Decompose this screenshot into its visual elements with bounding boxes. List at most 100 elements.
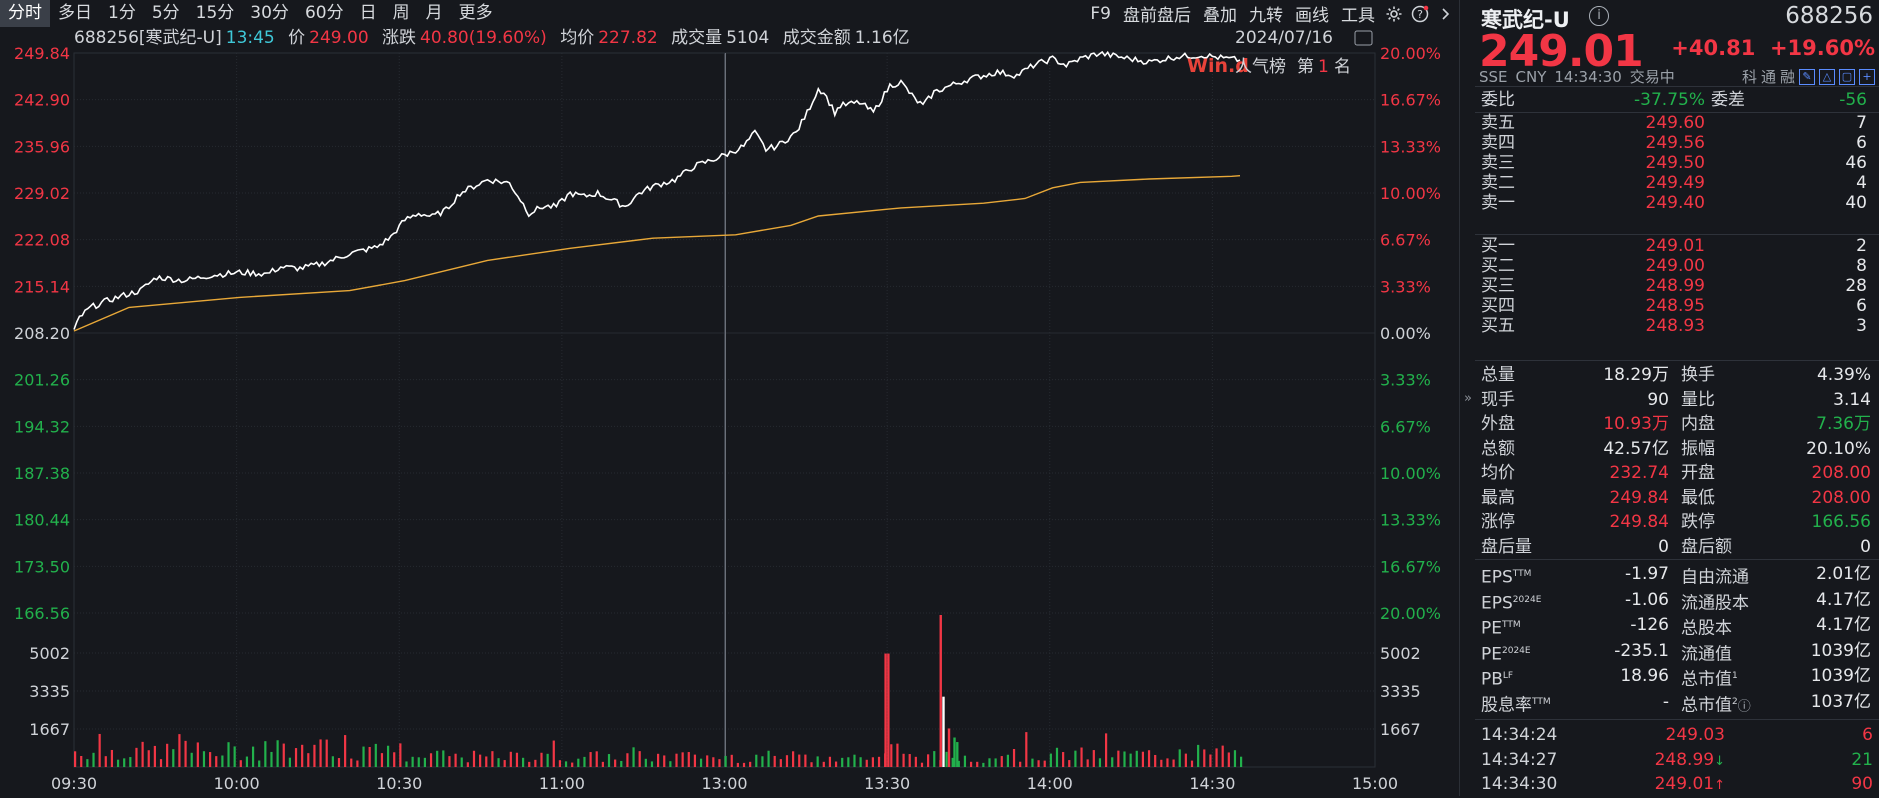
help-icon[interactable]: ? [1407,0,1433,27]
tab-2[interactable]: 1分 [108,3,136,23]
volume-bar [454,753,457,767]
weicha-label: 委差 [1711,90,1745,110]
info-change-label: 涨跌 [382,28,417,48]
tab-8[interactable]: 周 [392,3,410,23]
info-icon[interactable]: ⓘ [1737,699,1751,715]
fundamental-basis: LF [1502,671,1514,681]
tab-3[interactable]: 5分 [151,3,180,23]
bids-row[interactable]: 买一 249.01 2 [1475,236,1879,256]
quote-header: 寒武纪-U i 688256 249.01 +40.81 +19.60% SSE… [1475,0,1879,86]
volume-bar [258,760,261,767]
volume-bar [264,741,267,767]
tool-tools[interactable]: 工具 [1341,6,1375,26]
stat-item: 振幅 20.10% [1677,437,1879,461]
tool-nine-turn[interactable]: 九转 [1249,6,1283,26]
tick-time: 14:34:24 [1481,725,1558,745]
gear-icon[interactable] [1381,0,1407,27]
intraday-chart[interactable]: 249.84 20.00%242.90 16.67%235.96 13.33%229.… [0,27,1459,796]
fundamental-value: -1.97 [1625,564,1669,584]
tab-4[interactable]: 15分 [195,3,235,23]
volume-bar [755,754,758,767]
volume-bar [393,752,396,767]
stock-code: 688256 [1785,3,1873,29]
volume-bar [239,760,242,767]
asks-row[interactable]: 卖五 249.60 7 [1475,113,1879,133]
collapse-panel-handle[interactable]: » [1459,0,1476,796]
chevron-right-icon[interactable] [1433,0,1459,27]
volume-bar [1233,750,1237,767]
info-icon[interactable]: i [1589,6,1609,26]
time-tick-label: 15:00 [1352,774,1398,793]
stat-label: 跌停 [1681,512,1715,532]
tool-draw-line[interactable]: 画线 [1295,6,1329,26]
tab-10[interactable]: 更多 [458,3,493,23]
fundamental-value: 1037亿 [1810,691,1871,712]
bids-row[interactable]: 买三 248.99 28 [1475,276,1879,296]
tab-7[interactable]: 日 [359,3,377,23]
fundamental-basis: 2024E [1512,594,1542,605]
copy-icon[interactable]: ▢ [1839,68,1855,85]
bids-price: 248.95 [1645,296,1705,316]
tab-5[interactable]: 30分 [250,3,289,23]
stat-value: 0 [1658,536,1669,557]
bids-label: 买二 [1481,256,1515,276]
volume-bar [942,696,945,767]
volume-bar [589,752,592,767]
fundamental-label: 股息率TTM [1481,690,1551,718]
volume-bar [620,760,623,767]
fundamental-name: EPS [1481,593,1513,614]
time-tick-label: 09:30 [51,774,97,793]
asks-row[interactable]: 卖一 249.40 40 [1475,193,1879,213]
change-percent: +19.60% [1769,36,1875,60]
fundamental-basis: TTM [1502,620,1521,630]
stat-item: 外盘 10.93万 [1475,412,1677,436]
asks-price: 249.50 [1645,153,1705,173]
volume-bar [927,754,930,767]
volume-bar [1178,749,1181,767]
exchange: SSE [1479,68,1508,86]
asks-row[interactable]: 卖三 249.50 46 [1475,153,1879,173]
tab-0[interactable]: 分时 [0,0,50,27]
fundamental-name: 股息率 [1481,695,1532,716]
stat-item: 量比 3.14 [1677,388,1879,412]
tab-9[interactable]: 月 [425,3,443,23]
fundamental-label: PE2024E [1481,639,1531,667]
fundamental-name: 总市值 [1681,669,1732,690]
volume-bar [1049,753,1052,767]
tool-f9[interactable]: F9 [1090,3,1111,24]
volume-bar [116,759,120,767]
volume-bar [865,759,868,767]
volume-bar [1172,759,1175,767]
volume-bar [963,755,967,767]
stat-item: 开盘 208.00 [1677,461,1879,485]
volume-bar [86,759,89,767]
bids-row[interactable]: 买四 248.95 6 [1475,296,1879,316]
volume-bar [436,750,439,767]
fundamental-item: PBLF 18.96 [1475,664,1677,690]
stat-label: 现手 [1481,389,1515,410]
tab-1[interactable]: 多日 [58,3,92,23]
volume-bar [1215,748,1218,767]
asks-row[interactable]: 卖二 249.49 4 [1475,173,1879,193]
fundamental-footnote: 1 [1732,671,1738,681]
fundamental-item: PE2024E -235.1 [1475,639,1677,665]
volume-bar [1104,733,1108,767]
asks-row[interactable]: 卖四 249.56 6 [1475,133,1879,153]
tool-premarket[interactable]: 盘前盘后 [1123,6,1191,26]
double-chevron-right-icon: » [1464,390,1472,406]
volume-bar [749,761,752,767]
volume-bar [1160,759,1163,767]
alert-icon[interactable]: △ [1819,68,1835,85]
tab-6[interactable]: 60分 [304,3,344,23]
volume-bar [614,759,617,767]
bids-row[interactable]: 买二 249.00 8 [1475,256,1879,276]
edit-icon[interactable]: ✎ [1799,68,1815,85]
volume-bar [663,755,666,767]
percent-tick-label: 0.00% [1380,324,1431,343]
asks-price: 249.60 [1645,113,1705,133]
tool-overlay[interactable]: 叠加 [1203,6,1237,26]
bids-row[interactable]: 买五 248.93 3 [1475,316,1879,336]
price-tick-label: 173.50 [14,557,70,576]
volume-bar [331,756,334,767]
add-icon[interactable]: + [1859,68,1875,85]
